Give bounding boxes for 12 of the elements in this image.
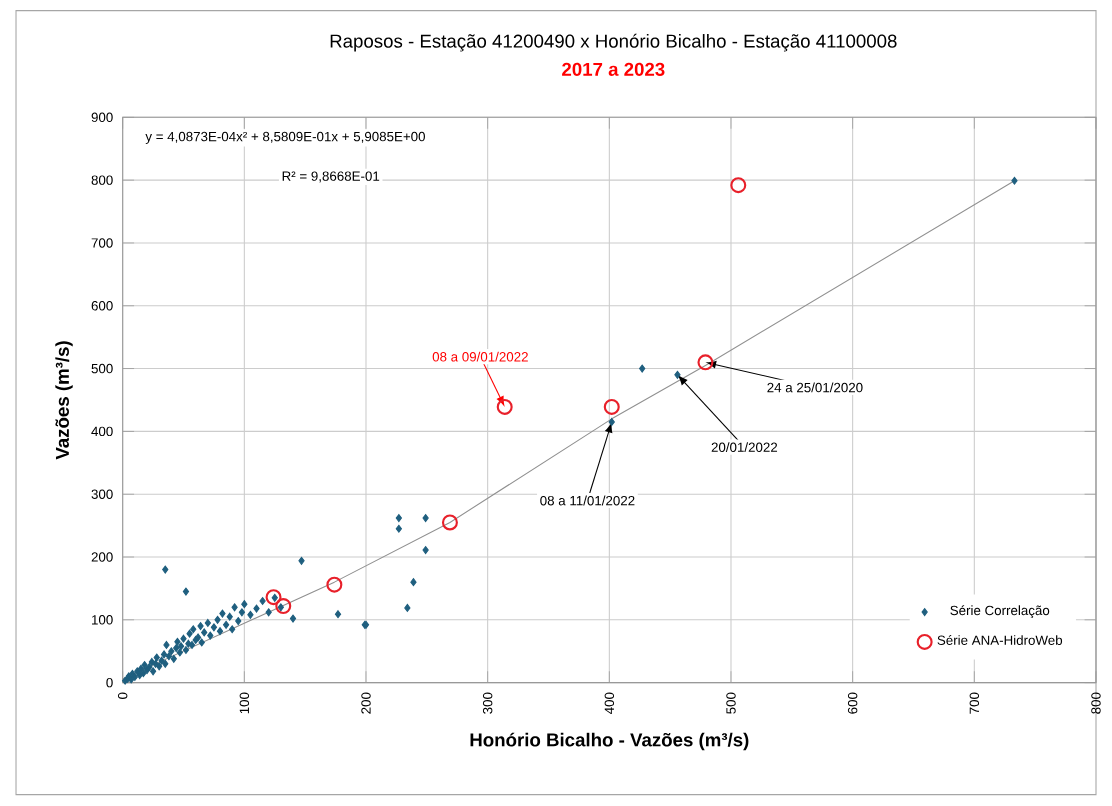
point <box>275 598 292 615</box>
point <box>697 354 714 371</box>
point <box>603 399 620 416</box>
point <box>441 514 458 531</box>
point <box>730 177 747 194</box>
chart-title: Raposos - Estação 41200490 x Honório Bicalho - Estação 41100008 <box>330 34 897 52</box>
chart-subtitle: 2017 a 2023 <box>562 63 665 77</box>
point <box>265 589 282 606</box>
point <box>326 576 343 594</box>
point <box>496 399 513 416</box>
y-axis-title: Vazões (m³/s) <box>55 341 73 460</box>
x-axis-title: Honório Bicalho - Vazões (m³/s) <box>470 732 749 751</box>
